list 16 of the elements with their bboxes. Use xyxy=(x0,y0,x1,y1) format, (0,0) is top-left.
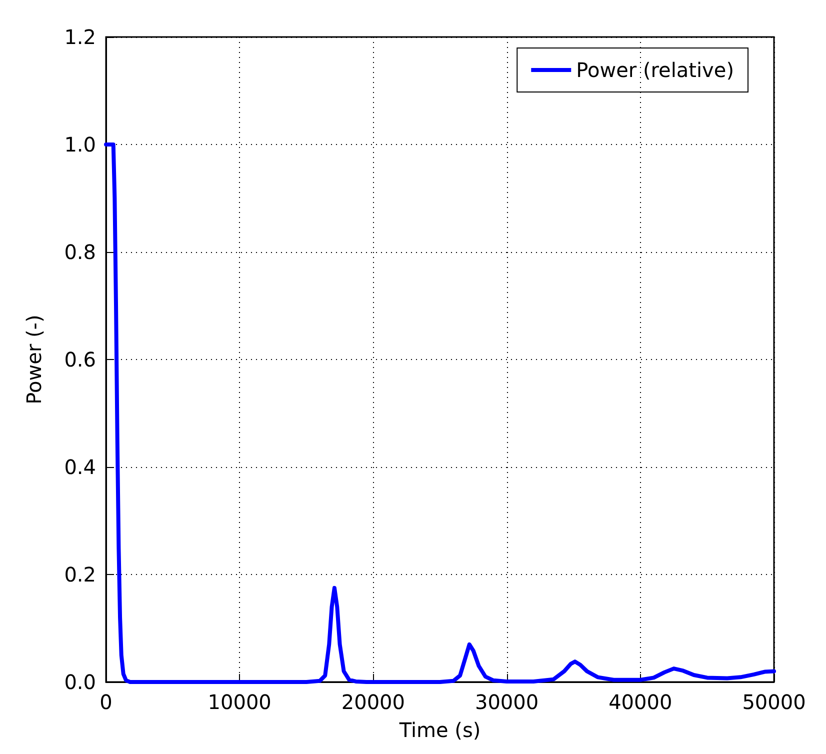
x-tick-label: 10000 xyxy=(208,690,272,714)
y-tick-label: 1.2 xyxy=(64,25,96,49)
legend-label: Power (relative) xyxy=(576,58,734,82)
y-tick-label: 0.0 xyxy=(64,670,96,694)
x-tick-label: 20000 xyxy=(341,690,406,714)
y-tick-label: 0.2 xyxy=(64,562,96,586)
x-tick-label: 40000 xyxy=(608,690,672,714)
x-tick-label: 50000 xyxy=(742,690,806,714)
x-axis-title: Time (s) xyxy=(398,718,481,742)
x-tick-label: 0 xyxy=(100,690,112,714)
x-tick-label: 30000 xyxy=(474,690,539,714)
y-axis-title: Power (-) xyxy=(22,314,46,404)
y-tick-label: 1.0 xyxy=(64,132,96,156)
y-tick-label: 0.4 xyxy=(64,455,96,479)
y-tick-label: 0.8 xyxy=(64,240,96,264)
y-tick-label: 0.6 xyxy=(64,348,96,372)
